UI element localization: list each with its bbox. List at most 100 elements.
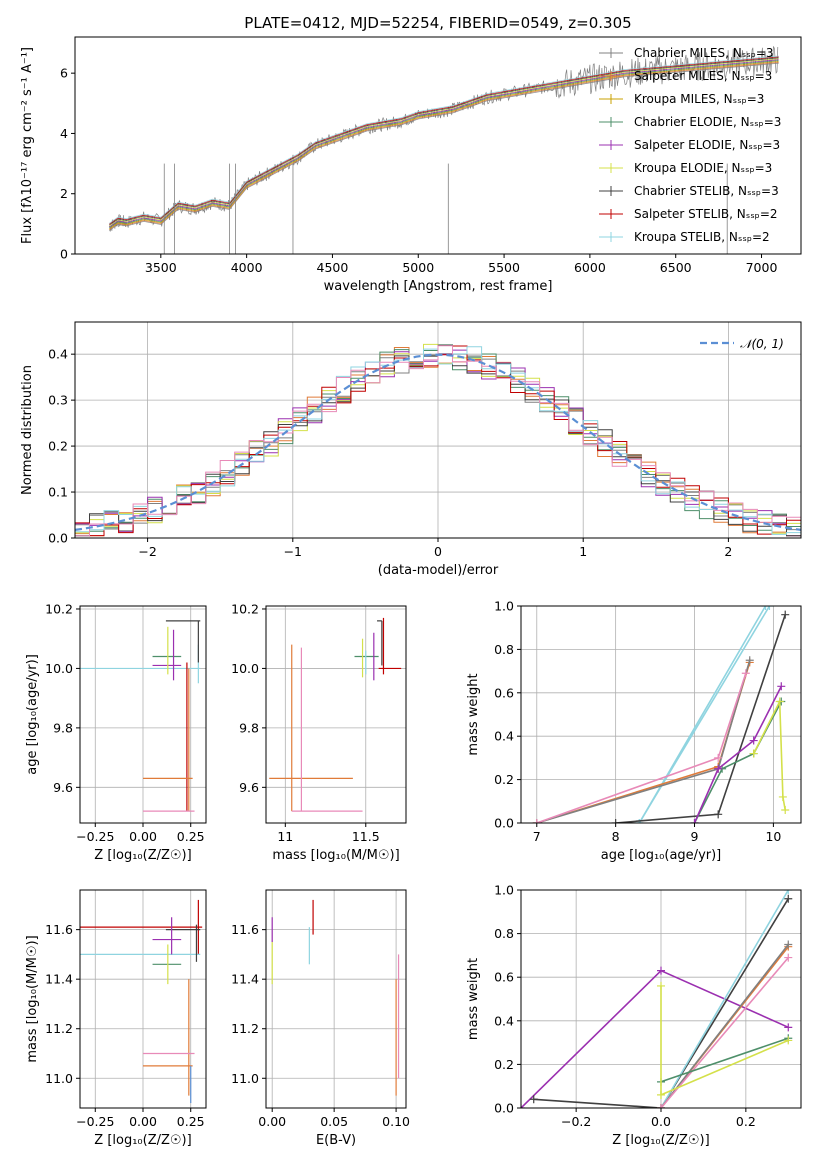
y-tick-label: 0.4 <box>48 347 68 362</box>
x-tick-label: 1 <box>579 544 587 559</box>
model-spectrum-line <box>109 60 779 229</box>
series-line <box>752 701 786 811</box>
series-line <box>536 673 747 823</box>
x-tick-label: 8 <box>612 829 620 844</box>
panel-z-mass: −0.25 0.00 0.25 11.0 11.2 11.4 11.6 Z [log₁₀(Z/… <box>25 889 207 1148</box>
series-line <box>660 944 789 1108</box>
x-tick-label: 5000 <box>402 260 434 275</box>
data-point-marker <box>775 697 784 706</box>
data-point-marker <box>784 890 793 894</box>
x-tick-label: 7 <box>533 829 541 844</box>
y-tick-label: 0.0 <box>48 531 68 546</box>
y-tick-label: 11.2 <box>45 1021 73 1036</box>
x-axis-label: Z [log₁₀(Z/Z☉)] <box>94 1133 191 1148</box>
model-spectrum-line <box>109 56 779 225</box>
x-tick-label: 6000 <box>574 260 606 275</box>
data-point-marker <box>657 981 665 990</box>
y-axis-label: age [log₁₀(age/yr)] <box>25 654 40 775</box>
legend-label: Chabrier ELODIE, Nₛₛₚ=3 <box>634 115 781 129</box>
series-line <box>533 898 789 1108</box>
gridlines <box>266 606 406 823</box>
data-point-marker <box>784 894 793 903</box>
x-tick-label: 11 <box>277 829 293 844</box>
data-point-marker <box>714 764 723 773</box>
data-point-marker <box>778 792 787 801</box>
x-axis-label: E(B-V) <box>316 1133 356 1148</box>
x-tick-label: 4000 <box>231 260 263 275</box>
legend-label: Salpeter MILES, Nₛₛₚ=3 <box>634 69 772 83</box>
y-tick-label: 0.0 <box>494 1101 514 1116</box>
x-tick-label: 0.10 <box>382 1114 410 1129</box>
y-tick-label: 0.8 <box>494 642 514 657</box>
x-tick-label: 9 <box>691 829 699 844</box>
y-tick-label: 6 <box>60 66 68 81</box>
y-tick-label: 11.6 <box>231 922 259 937</box>
plot-area-z-weight <box>521 890 801 1108</box>
data-point-marker <box>741 669 750 678</box>
normal-distribution-curve <box>75 353 801 531</box>
series-line <box>693 685 783 823</box>
model-spectrum-line <box>109 58 779 227</box>
y-axis-label: mass weight <box>466 673 481 755</box>
legend-label: Kroupa STELIB, Nₛₛₚ=2 <box>634 230 770 244</box>
plot-area-z-age <box>80 606 206 823</box>
series-line <box>521 969 789 1108</box>
y-tick-label: 2 <box>60 186 68 201</box>
plot-area-mass-age <box>266 606 406 823</box>
legend-label: Salpeter ELODIE, Nₛₛₚ=3 <box>634 138 780 152</box>
panel-residuals: −2 −1 0 1 2 0.0 0.1 0.2 0.3 0.4 (data-model)/error… <box>20 321 802 578</box>
x-tick-label: −1 <box>284 544 302 559</box>
panel-z-age: −0.25 0.00 0.25 9.6 9.8 10.0 10.2 Z [log₁₀(Z/Z☉… <box>25 601 207 863</box>
y-tick-label: 9.8 <box>53 720 73 735</box>
axes-frame <box>74 36 802 255</box>
series-line <box>638 606 767 823</box>
x-tick-label: 0.05 <box>320 1114 348 1129</box>
plot-area-z-mass <box>80 890 206 1108</box>
y-tick-label: 9.6 <box>239 780 259 795</box>
data-point-marker <box>690 819 699 823</box>
legend: Chabrier MILES, Nₛₛₚ=3 Salpeter MILES, Nₛ… <box>599 46 781 244</box>
series-line <box>660 890 789 1108</box>
data-point-marker <box>657 966 665 975</box>
plot-area-residuals <box>75 322 801 538</box>
y-tick-label: 0.4 <box>494 729 514 744</box>
y-tick-label: 11.2 <box>231 1021 259 1036</box>
y-tick-label: 10.0 <box>231 661 259 676</box>
y-axis-label: Flux [fλ10⁻¹⁷ erg cm⁻² s⁻¹ A⁻¹] <box>20 47 35 244</box>
data-point-marker <box>714 810 723 819</box>
data-point-marker <box>781 805 790 814</box>
y-tick-label: 0.2 <box>494 1057 514 1072</box>
data-point-marker <box>714 753 723 762</box>
data-point-marker <box>611 819 620 823</box>
x-tick-label: 0.00 <box>129 829 157 844</box>
legend-label: Salpeter STELIB, Nₛₛₚ=2 <box>634 207 778 221</box>
data-point-marker <box>777 682 786 691</box>
gridlines <box>521 606 801 823</box>
y-tick-label: 0.8 <box>494 926 514 941</box>
data-point-marker <box>749 749 758 758</box>
gridlines <box>80 606 206 823</box>
y-tick-label: 9.6 <box>53 780 73 795</box>
axes-frame <box>79 889 207 1109</box>
y-tick-label: 0 <box>60 247 68 262</box>
x-axis-label: Z [log₁₀(Z/Z☉)] <box>94 848 191 863</box>
legend-label: Kroupa MILES, Nₛₛₚ=3 <box>634 92 764 106</box>
gridlines <box>80 890 206 1108</box>
x-axis-label: mass [log₁₀(M/M☉)] <box>272 848 399 863</box>
x-tick-label: 3500 <box>145 260 177 275</box>
data-point-marker <box>781 610 790 619</box>
x-tick-label: 11.5 <box>352 829 380 844</box>
data-point-marker <box>657 1104 665 1108</box>
model-spectrum-line <box>109 62 779 231</box>
residual-histogram-step <box>75 345 801 537</box>
y-axis-label: mass [log₁₀(M/M☉)] <box>25 935 40 1062</box>
data-point-marker <box>784 1023 793 1032</box>
x-tick-label: 7000 <box>746 260 778 275</box>
x-tick-label: −2 <box>138 544 156 559</box>
x-tick-label: 5500 <box>488 260 520 275</box>
y-tick-label: 11.0 <box>45 1071 73 1086</box>
x-tick-label: 0.0 <box>651 1114 671 1129</box>
panel-age-weight: 7 8 9 10 0.0 0.2 0.4 0.6 0.8 1.0 age [log₁₀(age/yr… <box>466 599 802 863</box>
x-tick-label: 6500 <box>660 260 692 275</box>
